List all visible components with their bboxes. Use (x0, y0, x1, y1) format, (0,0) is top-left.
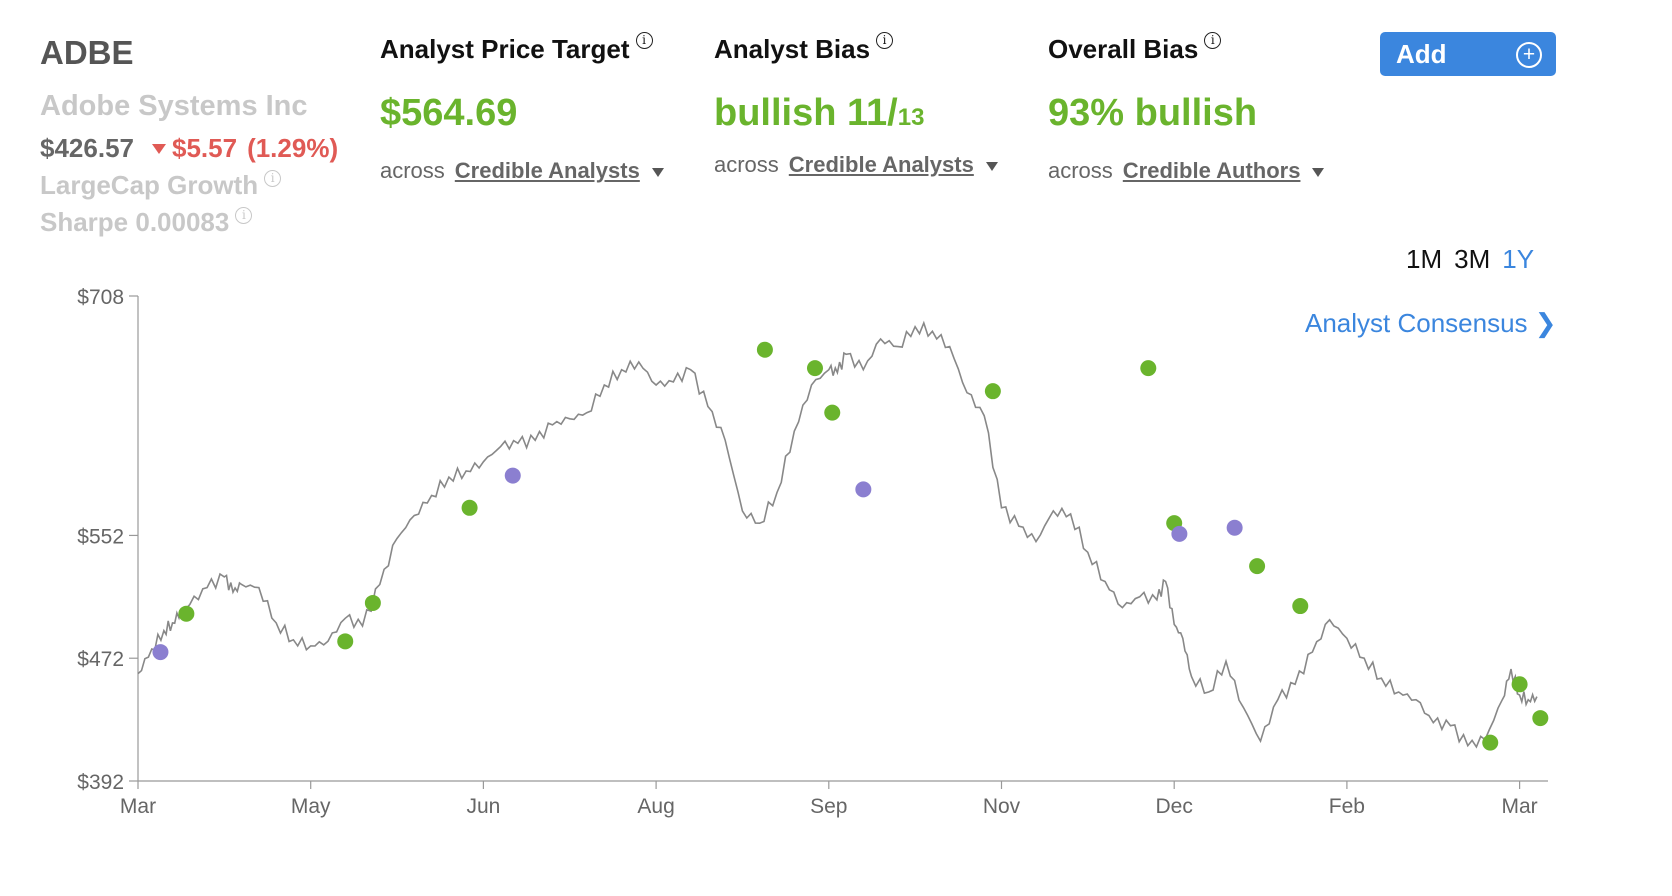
y-tick-label: $708 (77, 286, 124, 309)
neutral-rating-dot[interactable] (504, 467, 521, 484)
overall-bias-source: across Credible Authors (1048, 158, 1325, 184)
rating-markers (152, 341, 1549, 751)
x-tick-label: Dec (1156, 795, 1193, 818)
sharpe-label: Sharpe 0.00083 (40, 207, 230, 237)
x-tick-label: Mar (120, 795, 156, 818)
bullish-rating-dot[interactable] (178, 605, 195, 622)
info-icon[interactable]: i (1204, 32, 1222, 49)
analyst-bias-value-text: bullish 11/ (714, 92, 898, 134)
analyst-bias-total: 13 (897, 104, 925, 131)
chevron-right-icon: ❯ (1534, 308, 1557, 338)
across-label: across (714, 152, 779, 177)
bullish-rating-dot[interactable] (984, 383, 1001, 400)
analyst-consensus-link[interactable]: Analyst Consensus ❯ (1305, 308, 1557, 339)
chevron-down-icon[interactable] (1312, 167, 1325, 177)
bullish-rating-dot[interactable] (1532, 710, 1549, 727)
credible-analysts-link[interactable]: Credible Analysts (454, 158, 640, 183)
neutral-rating-dot[interactable] (1226, 519, 1243, 536)
credible-authors-link[interactable]: Credible Authors (1122, 158, 1301, 183)
sharpe-row: Sharpe 0.00083 i (40, 207, 253, 238)
chart-axes (137, 296, 1548, 782)
bullish-rating-dot[interactable] (364, 594, 381, 611)
neutral-rating-dot[interactable] (1171, 525, 1188, 542)
x-axis-labels: Mar May Jun Aug Sep Nov Dec Feb Mar (120, 781, 1538, 818)
info-icon[interactable]: i (235, 207, 253, 224)
price-target-title-text: Analyst Price Target (380, 34, 630, 64)
range-1y[interactable]: 1Y (1502, 244, 1535, 274)
across-label: across (1048, 158, 1113, 183)
overall-bias-title-text: Overall Bias (1048, 34, 1199, 64)
category-label: LargeCap Growth (40, 170, 259, 200)
company-name: Adobe Systems Inc (40, 90, 308, 122)
analyst-consensus-label: Analyst Consensus (1305, 308, 1528, 338)
range-3m[interactable]: 3M (1454, 244, 1491, 274)
price-line (137, 320, 1538, 749)
x-tick-label: May (291, 795, 331, 818)
price-target-title: Analyst Price Target i (380, 32, 653, 65)
x-tick-label: Jun (466, 795, 500, 818)
category-row: LargeCap Growth i (40, 170, 282, 201)
ticker-symbol: ADBE (40, 34, 134, 71)
chevron-down-icon[interactable] (985, 161, 998, 171)
plus-circle-icon: + (1516, 42, 1542, 68)
price-target-source: across Credible Analysts (380, 158, 664, 184)
y-tick-label: $392 (77, 771, 124, 794)
bullish-rating-dot[interactable] (1482, 734, 1499, 751)
bullish-rating-dot[interactable] (806, 360, 823, 377)
info-icon[interactable]: i (635, 32, 653, 49)
bullish-rating-dot[interactable] (756, 341, 773, 358)
bullish-rating-dot[interactable] (824, 404, 841, 421)
bullish-rating-dot[interactable] (1511, 676, 1528, 693)
y-tick-label: $472 (77, 648, 124, 671)
down-arrow-icon (151, 143, 166, 154)
analyst-bias-source: across Credible Analysts (714, 152, 998, 178)
chevron-down-icon[interactable] (651, 167, 664, 177)
overall-bias-value: 93% bullish (1048, 92, 1258, 134)
bullish-rating-dot[interactable] (1292, 598, 1309, 615)
analyst-bias-title-text: Analyst Bias (714, 34, 871, 64)
x-tick-label: Aug (637, 795, 674, 818)
x-tick-label: Mar (1502, 795, 1538, 818)
y-axis-labels: $708 $552 $472 $392 (77, 286, 138, 794)
neutral-rating-dot[interactable] (152, 644, 169, 661)
bullish-rating-dot[interactable] (337, 633, 354, 650)
analyst-bias-value: bullish 11/13 (714, 92, 924, 135)
info-icon[interactable]: i (876, 32, 894, 49)
bullish-rating-dot[interactable] (461, 499, 478, 516)
y-tick-label: $552 (77, 525, 124, 548)
analyst-bias-title: Analyst Bias i (714, 32, 894, 65)
x-tick-label: Feb (1329, 795, 1365, 818)
overall-bias-title: Overall Bias i (1048, 32, 1222, 65)
add-button-label: Add (1396, 39, 1447, 69)
bullish-rating-dot[interactable] (1249, 558, 1266, 575)
add-button[interactable]: Add + (1380, 32, 1556, 76)
info-icon[interactable]: i (264, 170, 282, 187)
current-price: $426.57 (40, 133, 134, 163)
across-label: across (380, 158, 445, 183)
neutral-rating-dot[interactable] (855, 481, 872, 498)
credible-analysts-link[interactable]: Credible Analysts (788, 152, 974, 177)
price-row: $426.57 $5.57 (1.29%) (40, 133, 338, 164)
x-tick-label: Sep (810, 795, 847, 818)
bullish-rating-dot[interactable] (1140, 360, 1157, 377)
range-1m[interactable]: 1M (1406, 244, 1443, 274)
price-change: $5.57 (171, 133, 238, 163)
price-change-percent: (1.29%) (247, 133, 339, 163)
x-tick-label: Nov (983, 795, 1021, 818)
price-target-value: $564.69 (380, 92, 518, 134)
time-range-selector: 1M 3M 1Y (1406, 244, 1546, 275)
